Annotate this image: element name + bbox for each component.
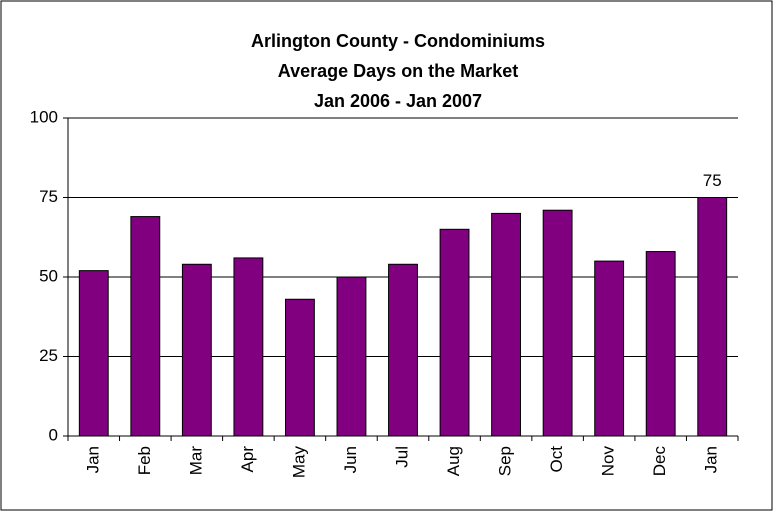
bar (645, 251, 676, 437)
bar (594, 260, 625, 437)
x-tick-label: Oct (547, 446, 566, 473)
y-tick-label: 0 (49, 425, 58, 444)
bar (130, 216, 161, 437)
bar (491, 212, 522, 437)
x-tick-label: Jan (702, 446, 721, 473)
chart-title: Average Days on the Market (278, 61, 518, 81)
x-tick-label: Feb (135, 446, 154, 475)
x-tick-label: Mar (186, 446, 205, 476)
x-tick-label: May (289, 446, 308, 479)
y-tick-label: 100 (30, 107, 58, 126)
y-tick-label: 50 (39, 266, 58, 285)
bar (284, 298, 315, 437)
bar (542, 209, 573, 437)
chart-title: Arlington County - Condominiums (251, 31, 545, 51)
data-label: 75 (703, 171, 722, 190)
bar (388, 263, 418, 437)
y-tick-label: 75 (39, 187, 58, 206)
bar (181, 263, 212, 437)
bar (439, 228, 470, 437)
bar (336, 276, 367, 437)
x-tick-label: Dec (650, 446, 669, 477)
chart-title: Jan 2006 - Jan 2007 (314, 91, 482, 111)
x-tick-label: Aug (444, 446, 463, 476)
y-tick-label: 25 (39, 346, 58, 365)
x-tick-label: Apr (238, 446, 257, 473)
bar (233, 257, 264, 437)
bar (697, 197, 728, 437)
x-tick-label: Nov (599, 446, 618, 477)
x-tick-label: Jan (83, 446, 102, 473)
x-tick-label: Jul (392, 446, 411, 468)
bar (78, 270, 109, 437)
x-tick-label: Jun (341, 446, 360, 473)
x-tick-label: Sep (496, 446, 515, 476)
